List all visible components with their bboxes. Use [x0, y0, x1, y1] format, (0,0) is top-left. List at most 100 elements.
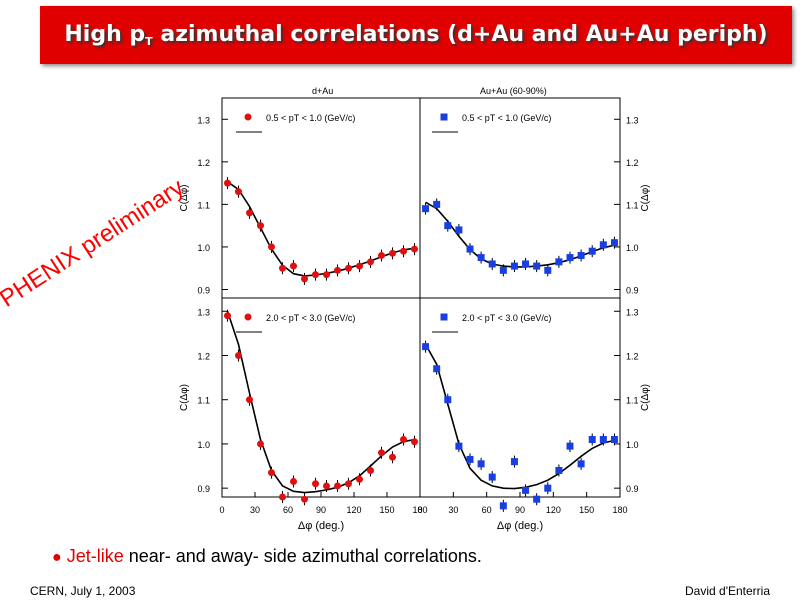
data-point: [433, 365, 441, 373]
data-point: [246, 396, 253, 404]
data-point: [544, 266, 552, 274]
data-point: [577, 460, 585, 468]
data-point: [422, 343, 430, 351]
y-axis-label: C(Δφ): [179, 184, 190, 211]
fit-curve: [424, 344, 615, 490]
y-tick-label: 1.0: [626, 440, 639, 450]
data-point: [544, 484, 552, 492]
panel-frame-0: [221, 97, 421, 299]
data-point: [367, 258, 374, 266]
footer-author: David d'Enterria: [685, 584, 770, 598]
y-axis-label: C(Δφ): [640, 384, 651, 411]
x-tick-label: 120: [546, 505, 561, 515]
data-point: [268, 469, 275, 477]
data-point: [533, 262, 541, 270]
y-axis-label: C(Δφ): [179, 384, 190, 411]
data-point: [279, 493, 286, 501]
data-point: [356, 475, 363, 483]
data-point: [499, 266, 507, 274]
title-main: High p: [64, 22, 146, 47]
x-tick-label: 150: [579, 505, 594, 515]
data-point: [555, 258, 563, 266]
y-tick-label: 1.2: [197, 158, 210, 168]
data-point: [246, 209, 253, 217]
data-point: [323, 482, 330, 490]
y-tick-label: 1.2: [626, 158, 639, 168]
legend-label: 2.0 < pT < 3.0 (GeV/c): [266, 313, 355, 323]
data-point: [312, 480, 319, 488]
data-point: [577, 251, 585, 259]
x-tick-label: 180: [612, 505, 627, 515]
x-axis-label: Δφ (deg.): [298, 520, 344, 532]
x-tick-label: 0: [219, 505, 224, 515]
data-point: [444, 222, 452, 230]
panel-title: d+Au: [312, 86, 333, 96]
y-tick-label: 1.3: [197, 115, 210, 125]
data-point: [510, 458, 518, 466]
y-tick-label: 0.9: [626, 285, 639, 295]
y-tick-label: 1.1: [626, 396, 639, 406]
data-point: [312, 271, 319, 279]
data-point: [588, 247, 596, 255]
panel-title: Au+Au (60-90%): [480, 86, 547, 96]
data-point: [367, 466, 374, 474]
legend-label: 2.0 < pT < 3.0 (GeV/c): [462, 313, 551, 323]
data-point: [610, 436, 618, 444]
fit-curve: [425, 201, 615, 268]
data-point: [257, 440, 264, 448]
y-tick-label: 0.9: [197, 484, 210, 494]
legend-marker: [440, 113, 448, 121]
x-axis-label: Δφ (deg.): [497, 520, 543, 532]
bullet-highlight: Jet-like: [66, 546, 124, 566]
data-point: [488, 473, 496, 481]
data-point: [433, 200, 441, 208]
title-rest: azimuthal correlations (d+Au and Au+Au p…: [152, 22, 768, 47]
title-subscript: T: [145, 35, 153, 48]
data-point: [510, 262, 518, 270]
data-point: [522, 486, 530, 494]
y-tick-label: 1.1: [197, 396, 210, 406]
data-point: [599, 241, 607, 249]
legend-label: 0.5 < pT < 1.0 (GeV/c): [462, 113, 551, 123]
footer-date: CERN, July 1, 2003: [30, 584, 136, 598]
data-point: [290, 262, 297, 270]
data-point: [279, 264, 286, 272]
data-point: [224, 179, 231, 187]
data-point: [599, 436, 607, 444]
data-point: [455, 442, 463, 450]
data-point: [466, 455, 474, 463]
data-point: [422, 205, 430, 213]
data-point: [566, 254, 574, 262]
x-tick-label: 150: [379, 505, 394, 515]
fit-curve: [226, 311, 415, 494]
data-point: [301, 495, 308, 503]
y-tick-label: 1.3: [626, 115, 639, 125]
data-point: [411, 438, 418, 446]
y-axis-label: C(Δφ): [640, 184, 651, 211]
y-tick-label: 1.2: [197, 351, 210, 361]
data-point: [378, 449, 385, 457]
bullet-point: ● Jet-like near- and away- side azimutha…: [52, 546, 482, 567]
legend-marker: [244, 313, 252, 321]
data-point: [610, 239, 618, 247]
data-point: [499, 502, 507, 510]
panel-frame-1: [419, 97, 621, 299]
y-tick-label: 0.9: [626, 484, 639, 494]
data-point: [356, 262, 363, 270]
y-tick-label: 1.0: [197, 440, 210, 450]
data-point: [290, 478, 297, 486]
data-point: [323, 271, 330, 279]
data-point: [301, 275, 308, 283]
y-tick-label: 1.1: [626, 200, 639, 210]
data-point: [455, 226, 463, 234]
bullet-text: near- and away- side azimuthal correlati…: [123, 546, 482, 566]
data-point: [334, 482, 341, 490]
data-point: [389, 453, 396, 461]
data-point: [477, 254, 485, 262]
fit-curve: [227, 181, 415, 277]
data-point: [444, 396, 452, 404]
data-point: [522, 260, 530, 268]
y-tick-label: 1.1: [197, 200, 210, 210]
data-point: [235, 188, 242, 196]
